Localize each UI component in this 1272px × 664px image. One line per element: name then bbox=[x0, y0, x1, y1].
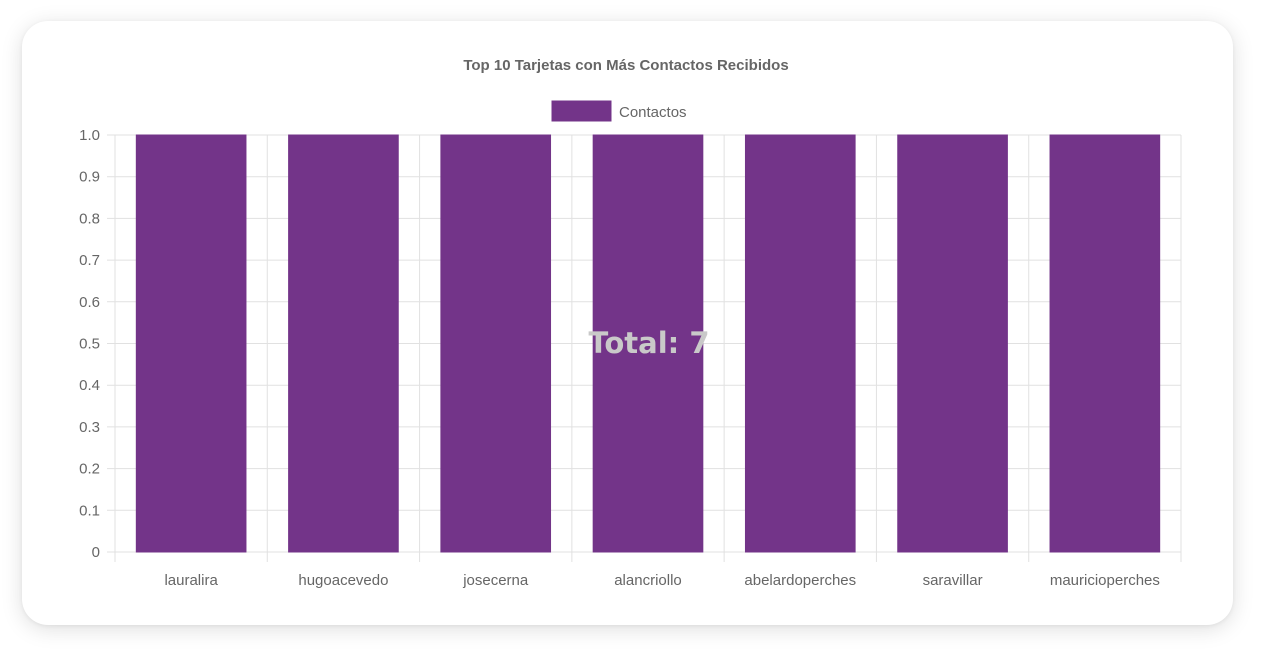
x-tick-label: hugoacevedo bbox=[298, 572, 388, 589]
bar-saravillar[interactable] bbox=[897, 134, 1008, 553]
bar-alancriollo[interactable] bbox=[592, 134, 704, 553]
y-tick-label: 1.0 bbox=[79, 127, 100, 144]
bar-lauralira[interactable] bbox=[135, 134, 247, 553]
bars bbox=[135, 134, 1161, 553]
y-tick-label: 0.5 bbox=[79, 336, 100, 353]
y-axis-ticks: 0 0.1 0.2 0.3 0.4 0.5 0.6 0.7 0.8 0.9 1.0 bbox=[79, 127, 100, 561]
x-tick-label: alancriollo bbox=[614, 572, 682, 589]
x-axis-ticks: lauralira hugoacevedo josecerna alancriollo… bbox=[164, 572, 1159, 589]
bar-mauricioperches[interactable] bbox=[1049, 134, 1161, 553]
y-tick-label: 0.4 bbox=[79, 377, 100, 394]
legend[interactable]: Contactos bbox=[551, 100, 687, 122]
y-tick-label: 0 bbox=[92, 544, 100, 561]
total-annotation: Total: 7 bbox=[588, 326, 709, 360]
y-tick-label: 0.7 bbox=[79, 252, 100, 269]
x-tick-label: mauricioperches bbox=[1050, 572, 1160, 589]
y-tick-label: 0.6 bbox=[79, 294, 100, 311]
bar-hugoacevedo[interactable] bbox=[288, 134, 399, 553]
x-tick-label: josecerna bbox=[462, 572, 529, 589]
legend-label-contactos: Contactos bbox=[619, 104, 687, 121]
legend-swatch bbox=[551, 100, 612, 122]
y-tick-label: 0.2 bbox=[79, 461, 100, 478]
x-tick-label: saravillar bbox=[923, 572, 983, 589]
y-tick-label: 0.8 bbox=[79, 210, 100, 227]
y-tick-label: 0.1 bbox=[79, 502, 100, 519]
x-tick-label: lauralira bbox=[164, 572, 218, 589]
chart-title: Top 10 Tarjetas con Más Contactos Recibi… bbox=[463, 57, 788, 74]
x-tick-label: abelardoperches bbox=[744, 572, 856, 589]
bar-josecerna[interactable] bbox=[440, 134, 552, 553]
y-tick-label: 0.3 bbox=[79, 419, 100, 436]
y-tick-label: 0.9 bbox=[79, 169, 100, 186]
bar-abelardoperches[interactable] bbox=[744, 134, 856, 553]
